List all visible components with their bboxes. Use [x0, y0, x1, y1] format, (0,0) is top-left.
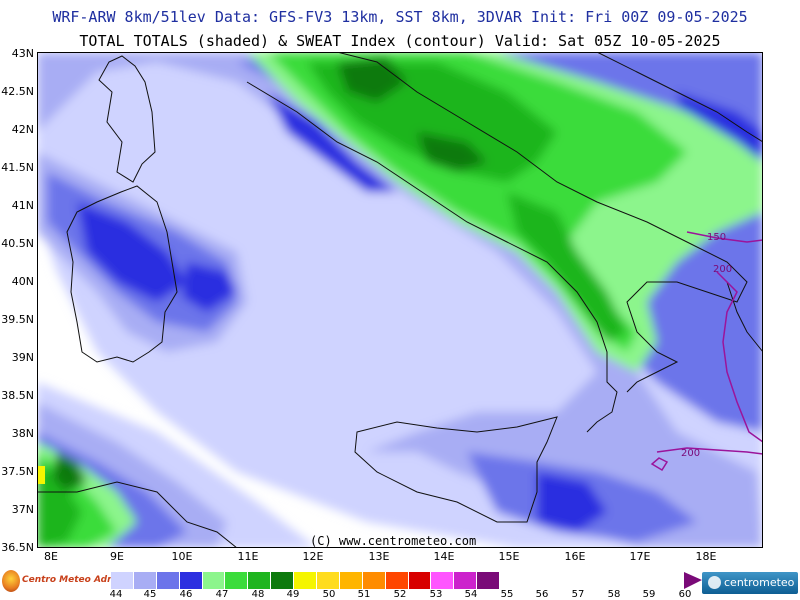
lon-label: 10E — [171, 550, 193, 563]
legend-label: 54 — [464, 589, 478, 600]
lat-label: 43N — [11, 47, 34, 60]
contour-label: 200 — [681, 448, 700, 459]
legend-label: 53 — [429, 589, 443, 600]
legend-arrow-icon — [684, 572, 702, 589]
lon-label: 17E — [629, 550, 651, 563]
lon-label: 14E — [433, 550, 455, 563]
weather-map[interactable]: 150 200 200 — [37, 52, 763, 548]
color-legend — [111, 572, 501, 589]
coastlines — [37, 52, 763, 548]
globe-icon — [708, 576, 721, 589]
legend-swatch — [317, 572, 340, 589]
legend-swatch — [248, 572, 272, 589]
lat-label: 42N — [11, 123, 34, 136]
legend-label: 57 — [571, 589, 585, 600]
lat-label: 37N — [11, 503, 34, 516]
legend-swatch — [408, 572, 432, 589]
legend-label: 44 — [109, 589, 123, 600]
lat-label: 38.5N — [1, 389, 34, 402]
map-title-line2: TOTAL TOTALS (shaded) & SWEAT Index (con… — [79, 32, 721, 50]
contour-labels: 150 200 200 — [681, 232, 732, 459]
copyright-text: (C) www.centrometeo.com — [310, 534, 477, 548]
legend-swatch — [339, 572, 363, 589]
legend-swatch — [477, 572, 501, 589]
map-frame — [37, 52, 763, 548]
lon-label: 9E — [110, 550, 124, 563]
lat-label: 39.5N — [1, 313, 34, 326]
legend-swatch — [202, 572, 226, 589]
lat-label: 40N — [11, 275, 34, 288]
contour-label: 200 — [713, 264, 732, 275]
lat-label: 38N — [11, 427, 34, 440]
lon-label: 8E — [44, 550, 58, 563]
legend-swatch — [294, 572, 318, 589]
legend-label: 55 — [500, 589, 514, 600]
contour-label: 150 — [707, 232, 726, 243]
lon-label: 11E — [237, 550, 259, 563]
legend-label: 60 — [678, 589, 692, 600]
centrometeo-logo: centrometeo — [702, 572, 798, 594]
lat-label: 40.5N — [1, 237, 34, 250]
legend-swatch — [111, 572, 134, 589]
lon-label: 16E — [564, 550, 586, 563]
sweat-contours — [650, 231, 763, 472]
legend-swatch — [431, 572, 455, 589]
legend-swatch — [454, 572, 478, 589]
legend-label: 49 — [286, 589, 300, 600]
legend-label: 46 — [179, 589, 193, 600]
centro-meteo-adriatico-logo: Centro Meteo Adriatico — [2, 570, 140, 592]
lat-label: 41N — [11, 199, 34, 212]
lat-label: 42.5N — [1, 85, 34, 98]
tt-52-patch — [37, 466, 45, 484]
lon-label: 12E — [302, 550, 324, 563]
lat-label: 41.5N — [1, 161, 34, 174]
legend-swatch — [362, 572, 386, 589]
legend-swatch — [133, 572, 157, 589]
lon-label: 15E — [498, 550, 520, 563]
legend-swatch — [385, 572, 409, 589]
legend-label: 45 — [143, 589, 157, 600]
logo-sun-icon — [2, 570, 20, 592]
legend-swatch — [271, 572, 295, 589]
lat-label: 39N — [11, 351, 34, 364]
lat-label: 37.5N — [1, 465, 34, 478]
map-title-line1: WRF-ARW 8km/51lev Data: GFS-FV3 13km, SS… — [52, 8, 748, 26]
legend-swatch — [179, 572, 203, 589]
logo-right-label: centrometeo — [724, 576, 795, 589]
lat-label: 36.5N — [1, 541, 34, 554]
legend-label: 51 — [357, 589, 371, 600]
lon-label: 13E — [368, 550, 390, 563]
lon-label: 18E — [695, 550, 717, 563]
legend-label: 58 — [607, 589, 621, 600]
logo-left-label: Centro Meteo Adriatico — [22, 575, 140, 585]
legend-swatch — [225, 572, 249, 589]
legend-label: 50 — [322, 589, 336, 600]
legend-label: 56 — [535, 589, 549, 600]
legend-swatch — [156, 572, 180, 589]
legend-label: 59 — [642, 589, 656, 600]
shaded-field — [37, 52, 763, 548]
legend-label: 47 — [215, 589, 229, 600]
legend-label: 48 — [251, 589, 265, 600]
legend-label: 52 — [393, 589, 407, 600]
